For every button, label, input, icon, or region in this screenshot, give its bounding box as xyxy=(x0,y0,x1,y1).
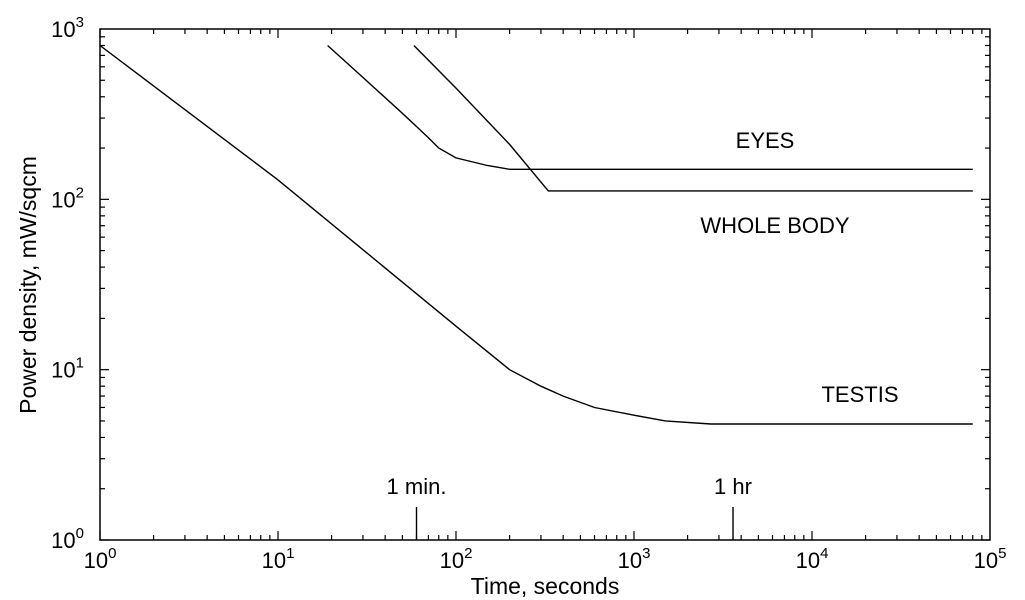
series-line-eyes xyxy=(327,44,973,171)
y-tick-label: 102 xyxy=(51,184,84,212)
x-tick-label: 102 xyxy=(440,545,473,573)
time-marker-label: 1 hr xyxy=(714,474,752,499)
series-line-testis xyxy=(99,44,973,425)
x-tick-label: 100 xyxy=(84,545,117,573)
series-labels: EYES WHOLE BODY TESTIS xyxy=(700,128,898,407)
x-tick-label: 103 xyxy=(618,545,651,573)
series-label-whole-body: WHOLE BODY xyxy=(700,213,849,238)
x-axis-title: Time, seconds xyxy=(471,573,620,599)
y-axis-title: Power density, mW/sqcm xyxy=(15,156,41,414)
series-lines xyxy=(99,44,973,425)
x-tick-label: 105 xyxy=(974,545,1007,573)
axis-ticks xyxy=(99,29,990,541)
x-tick-label: 101 xyxy=(262,545,295,573)
time-marker-label: 1 min. xyxy=(387,474,447,499)
series-label-eyes: EYES xyxy=(736,128,795,153)
y-tick-label: 100 xyxy=(51,525,84,553)
x-tick-label: 104 xyxy=(796,545,829,573)
plot-frame xyxy=(99,28,991,541)
y-tick-label: 103 xyxy=(51,14,84,42)
series-label-testis: TESTIS xyxy=(821,382,898,407)
tick-labels: 100 101 102 103 104 105 100 101 102 103 xyxy=(51,14,1006,573)
time-markers: 1 min. 1 hr xyxy=(387,474,752,540)
series-line-whole-body xyxy=(413,45,973,192)
y-tick-label: 101 xyxy=(51,355,84,383)
